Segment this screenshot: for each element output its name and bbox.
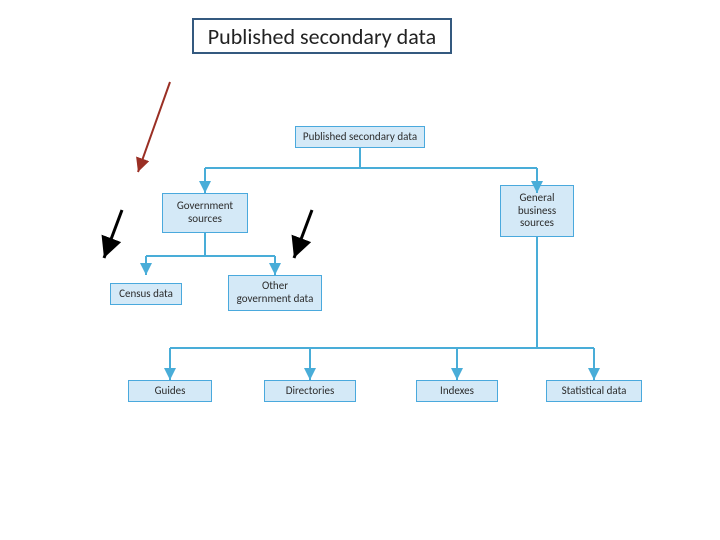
node-stats: Statistical data	[546, 380, 642, 402]
diagram-lines	[0, 0, 720, 540]
page-title: Published secondary data	[192, 18, 452, 54]
node-guides: Guides	[128, 380, 212, 402]
node-census: Census data	[110, 283, 182, 305]
node-other: Othergovernment data	[228, 275, 322, 311]
node-index: Indexes	[416, 380, 498, 402]
node-dirs: Directories	[264, 380, 356, 402]
node-gov: Governmentsources	[162, 193, 248, 233]
node-root: Published secondary data	[295, 126, 425, 148]
node-biz: Generalbusinesssources	[500, 185, 574, 237]
